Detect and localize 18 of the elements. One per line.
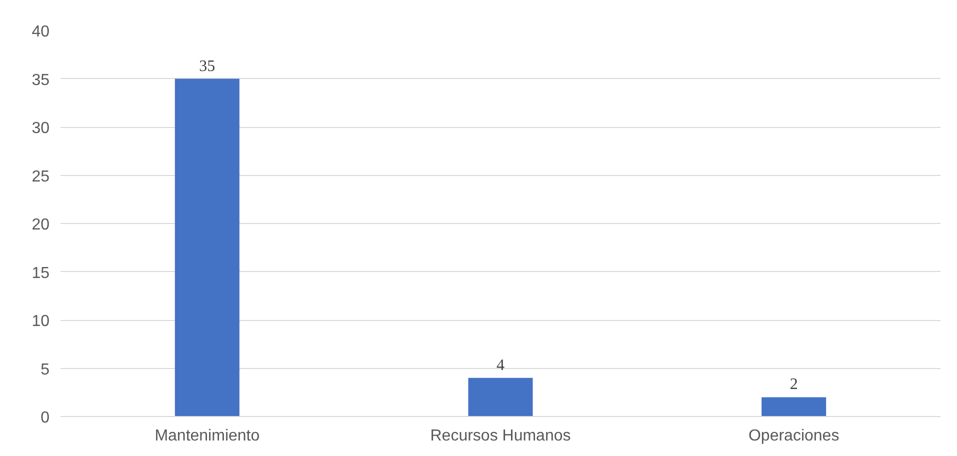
x-tick-label: Mantenimiento — [154, 428, 260, 444]
bar — [762, 397, 826, 416]
y-tick-label: 10 — [32, 313, 50, 330]
y-tick-label: 15 — [32, 264, 50, 282]
y-tick-label: 0 — [40, 410, 50, 426]
data-label: 35 — [199, 58, 216, 75]
y-tick-label: 35 — [32, 72, 50, 89]
data-label: 2 — [790, 376, 798, 394]
y-tick-label: 20 — [32, 216, 50, 234]
x-tick-label: Operaciones — [748, 428, 840, 444]
y-tick-label: 25 — [32, 168, 50, 186]
bar — [468, 378, 533, 416]
bar — [174, 78, 240, 416]
y-tick-label: 40 — [32, 24, 50, 40]
data-label: 4 — [496, 356, 504, 374]
x-tick-label: Recursos Humanos — [430, 428, 571, 444]
y-tick-label: 5 — [40, 361, 50, 378]
y-tick-label: 30 — [32, 120, 50, 137]
